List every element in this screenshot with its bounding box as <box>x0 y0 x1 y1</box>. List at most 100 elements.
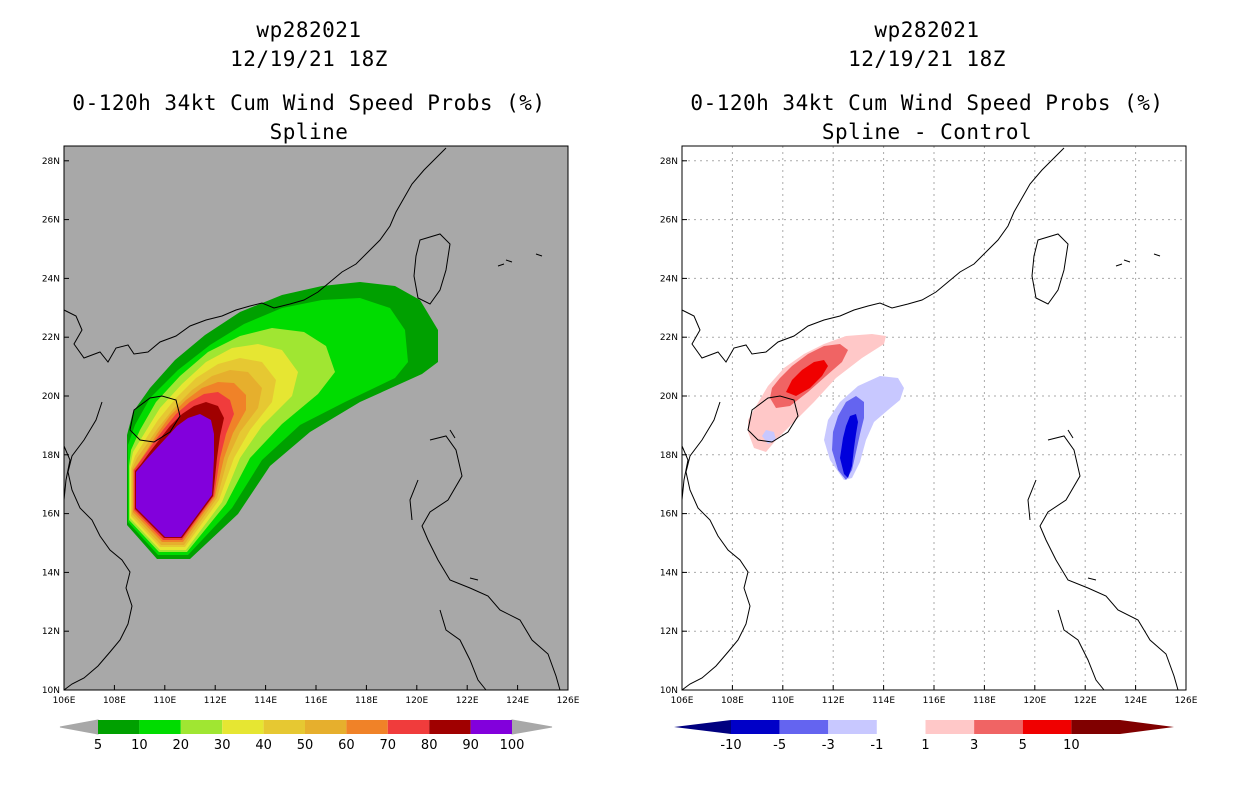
lat-label: 24N <box>42 274 60 284</box>
lon-label: 118E <box>973 696 996 706</box>
storm-id-title: wp282021 <box>256 18 362 42</box>
hainan-outline <box>129 395 181 443</box>
colorbar-label: -3 <box>822 738 835 752</box>
lat-label: 20N <box>660 392 678 402</box>
lat-label: 26N <box>660 216 678 226</box>
lon-label: 120E <box>405 696 428 706</box>
lon-label: 120E <box>1023 696 1046 706</box>
lat-label: 22N <box>42 333 60 343</box>
method-title: Spline <box>269 120 349 144</box>
colorbar-high-triangle <box>511 719 553 735</box>
lon-label: 118E <box>355 696 378 706</box>
lon-label: 106E <box>671 696 694 706</box>
right-map-panel: wp282021 12/19/21 18Z 0-120h 34kt Cum Wi… <box>618 0 1236 800</box>
colorbar-label: -1 <box>870 738 883 752</box>
taiwan-outline <box>413 233 451 305</box>
colorbar-swatch <box>222 720 264 734</box>
colorbar-high-triangle <box>1120 720 1174 734</box>
colorbar-label: 60 <box>338 738 355 752</box>
lon-label: 114E <box>254 696 277 706</box>
method-title: Spline - Control <box>821 120 1033 144</box>
colorbar-swatch <box>731 720 780 734</box>
colorbar-label: 50 <box>297 738 314 752</box>
probability-colorbar: 5 10 20 30 40 50 60 70 80 90 100 <box>59 719 553 752</box>
lat-label: 26N <box>42 216 60 226</box>
colorbar-low-triangle <box>59 719 99 735</box>
colorbar-swatch <box>974 720 1023 734</box>
negative-diff-small <box>762 430 776 444</box>
lon-label: 126E <box>1175 696 1198 706</box>
colorbar-swatch <box>470 720 512 734</box>
colorbar-label: 5 <box>1019 738 1027 752</box>
lon-label: 124E <box>506 696 529 706</box>
probability-contours <box>127 282 438 559</box>
lat-label: 16N <box>660 510 678 520</box>
lon-label: 112E <box>822 696 845 706</box>
map-axes: 106E 108E 110E 112E 114E 116E 118E 120E 122E 124E… <box>42 157 580 706</box>
lat-label: 18N <box>42 451 60 461</box>
difference-contours <box>748 334 904 480</box>
init-time-title: 12/19/21 18Z <box>848 47 1006 71</box>
colorbar-swatch <box>98 720 140 734</box>
difference-colorbar: -10 -5 -3 -1 1 3 5 10 <box>674 720 1174 752</box>
lon-label: 124E <box>1124 696 1147 706</box>
colorbar-swatch <box>305 720 347 734</box>
colorbar-swatch <box>346 720 388 734</box>
colorbar-swatch <box>180 720 223 734</box>
positive-diff-5 <box>786 360 828 396</box>
lat-label: 16N <box>42 510 60 520</box>
lon-label: 116E <box>305 696 328 706</box>
right-difference-map: 106E 108E 110E 112E 114E 116E 118E 120E 122E 124E… <box>660 145 1198 706</box>
colorbar-label: -10 <box>720 738 741 752</box>
lon-label: 108E <box>103 696 126 706</box>
colorbar-swatch <box>1022 720 1072 734</box>
colorbar-label: 90 <box>462 738 479 752</box>
lon-label: 122E <box>456 696 479 706</box>
lon-label: 110E <box>771 696 794 706</box>
colorbar-label: 80 <box>421 738 438 752</box>
colorbar-swatch <box>828 720 877 734</box>
colorbar-label: 40 <box>255 738 272 752</box>
colorbar-swatch <box>263 720 305 734</box>
product-title: 0-120h 34kt Cum Wind Speed Probs (%) <box>72 91 546 115</box>
colorbar-label: 10 <box>131 738 148 752</box>
lat-label: 28N <box>42 157 60 167</box>
colorbar-label: 70 <box>380 738 397 752</box>
lon-label: 106E <box>53 696 76 706</box>
colorbar-swatch <box>876 720 926 734</box>
colorbar-swatch <box>1071 720 1120 734</box>
colorbar-label: 10 <box>1063 738 1080 752</box>
colorbar-label: 30 <box>214 738 231 752</box>
lat-label: 10N <box>660 686 678 696</box>
negative-diff-5 <box>840 414 858 478</box>
colorbar-swatch <box>779 720 829 734</box>
colorbar-label: 3 <box>970 738 978 752</box>
left-map-panel: wp282021 12/19/21 18Z 0-120h 34kt Cum Wi… <box>42 18 580 752</box>
lat-label: 28N <box>660 157 678 167</box>
lon-label: 112E <box>204 696 227 706</box>
lon-label: 122E <box>1074 696 1097 706</box>
colorbar-label: 100 <box>500 738 525 752</box>
positive-diff-1 <box>748 334 886 452</box>
colorbar-swatch <box>925 720 975 734</box>
product-title: 0-120h 34kt Cum Wind Speed Probs (%) <box>690 91 1164 115</box>
left-probability-map: 106E 108E 110E 112E 114E 116E 118E 120E 122E 124E… <box>42 145 580 706</box>
contour-90 <box>136 414 214 537</box>
lon-label: 110E <box>153 696 176 706</box>
colorbar-label: -5 <box>773 738 786 752</box>
lat-label: 20N <box>42 392 60 402</box>
colorbar-label: 5 <box>94 738 102 752</box>
lat-label: 22N <box>660 333 678 343</box>
coastlines <box>681 147 1179 691</box>
lat-label: 10N <box>42 686 60 696</box>
lat-label: 18N <box>660 451 678 461</box>
lat-label: 12N <box>660 627 678 637</box>
colorbar-swatch <box>139 720 181 734</box>
init-time-title: 12/19/21 18Z <box>230 47 388 71</box>
map-axes: 106E 108E 110E 112E 114E 116E 118E 120E 122E 124E… <box>660 157 1198 706</box>
colorbar-swatch <box>387 720 430 734</box>
colorbar-swatch <box>429 720 471 734</box>
lat-label: 14N <box>42 568 60 578</box>
lon-label: 114E <box>872 696 895 706</box>
colorbar-low-triangle <box>674 720 731 734</box>
